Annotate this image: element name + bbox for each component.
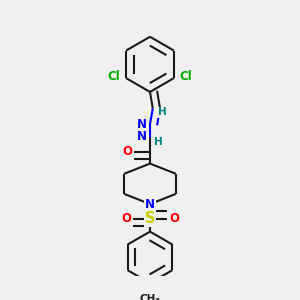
Text: Cl: Cl xyxy=(108,70,121,83)
Text: Cl: Cl xyxy=(179,70,192,83)
Text: N: N xyxy=(137,118,147,130)
Text: H: H xyxy=(154,137,163,148)
Text: H: H xyxy=(158,107,166,117)
Text: S: S xyxy=(145,211,155,226)
Text: N: N xyxy=(145,198,155,211)
Text: O: O xyxy=(169,212,179,225)
Text: O: O xyxy=(122,145,132,158)
Text: O: O xyxy=(121,212,131,225)
Text: CH₃: CH₃ xyxy=(140,294,160,300)
Text: N: N xyxy=(137,130,147,142)
